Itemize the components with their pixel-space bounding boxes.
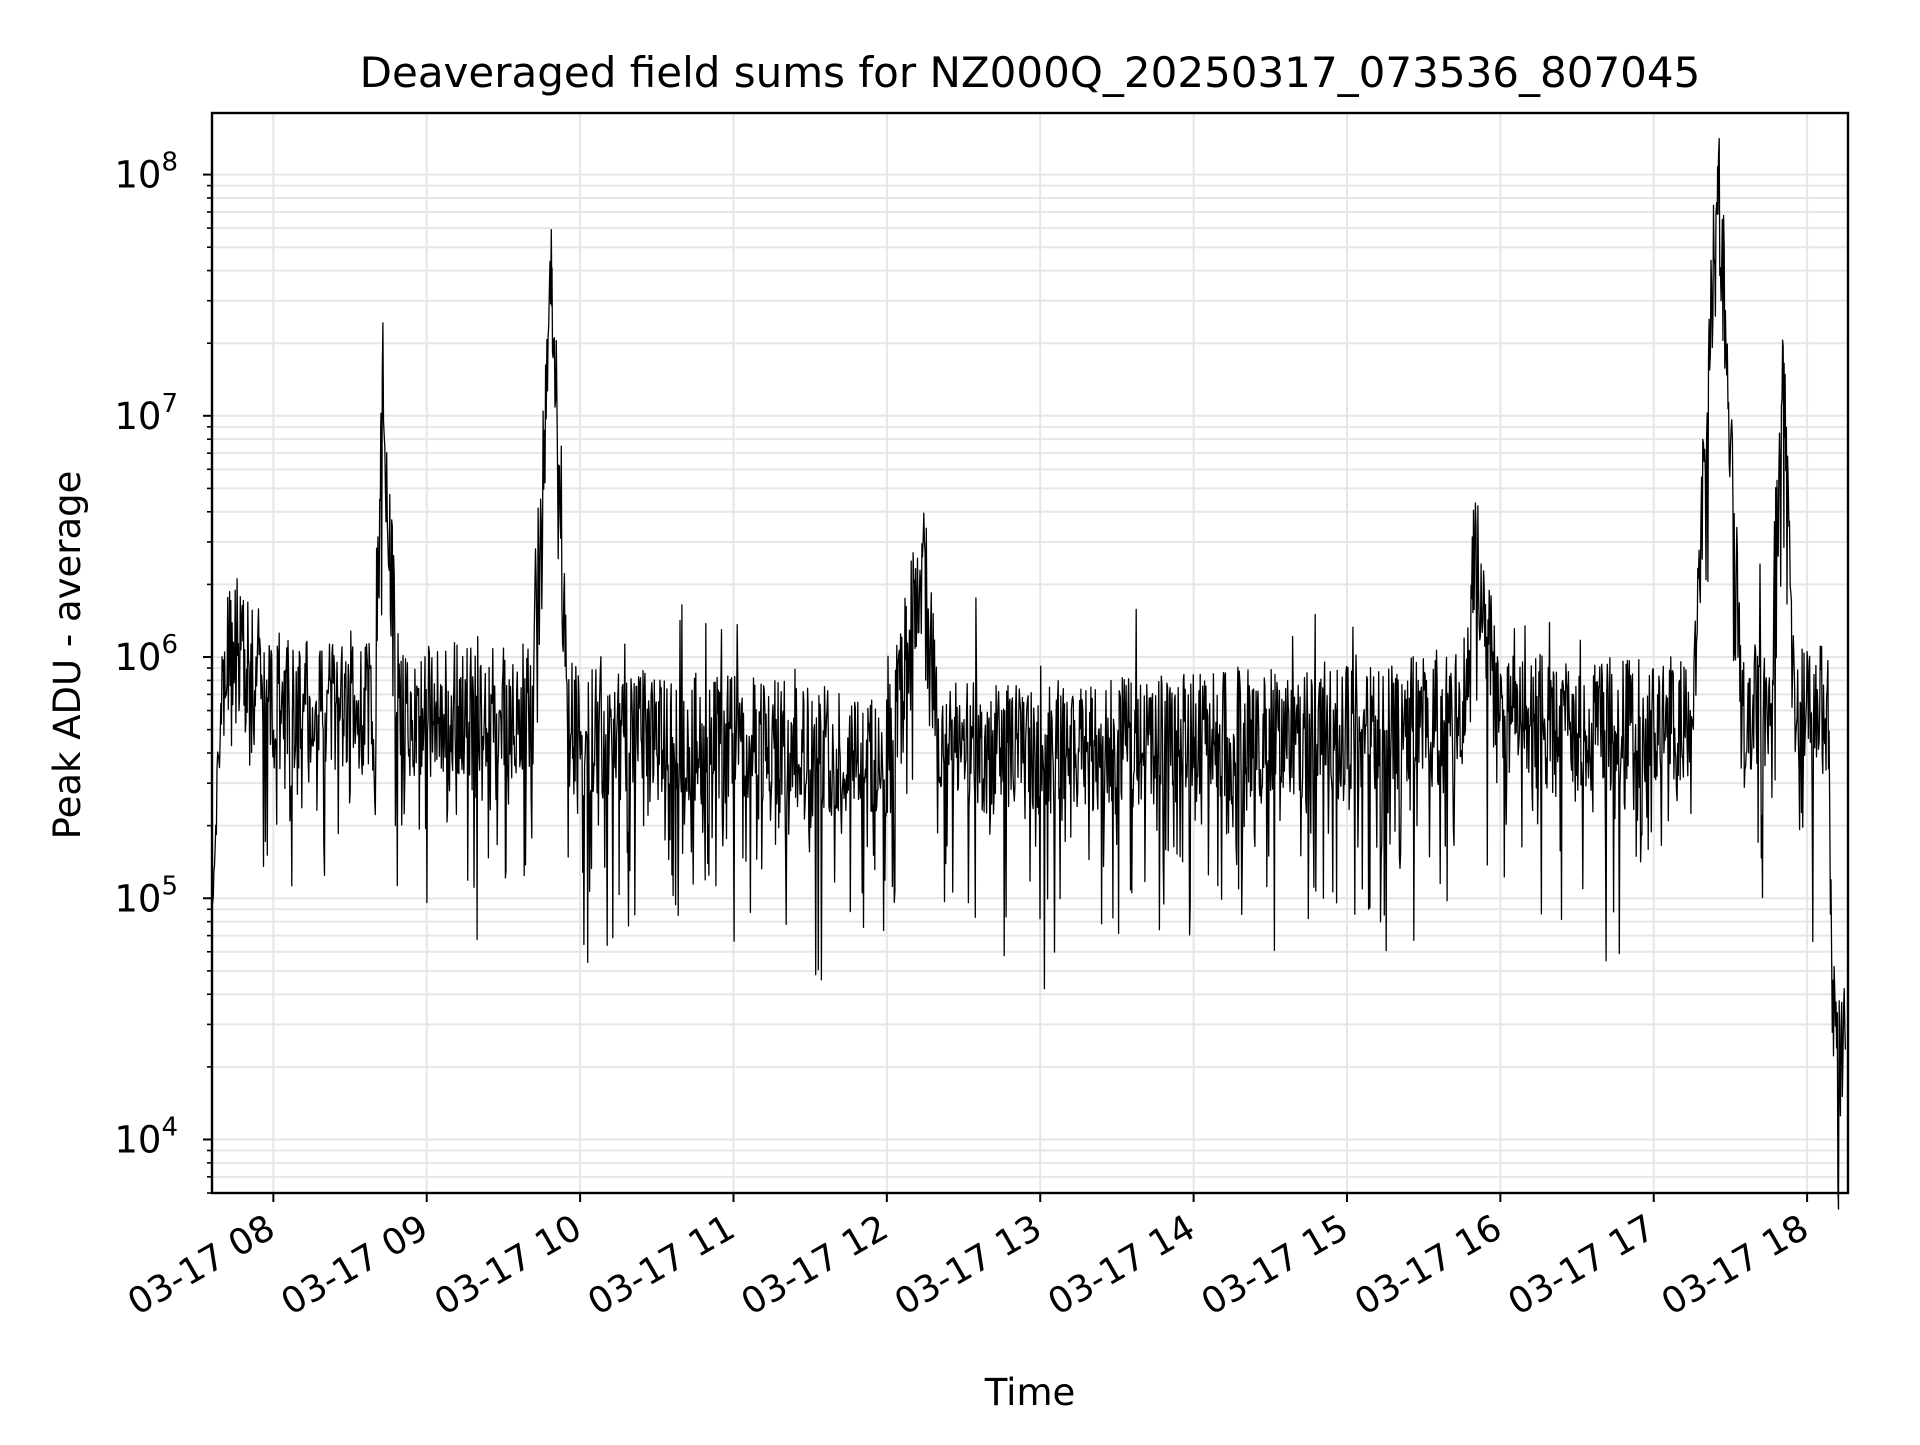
y-tick-label: 104 — [114, 1112, 178, 1161]
major-gridlines — [212, 113, 1848, 1193]
y-tick-label: 107 — [114, 389, 178, 438]
y-tick-base: 10 — [114, 636, 161, 679]
y-tick-exponent: 5 — [161, 871, 178, 901]
y-tick-exponent: 6 — [161, 630, 178, 660]
y-tick-label: 106 — [114, 630, 178, 679]
data-series-line — [211, 138, 1847, 1210]
chart-title: Deaveraged field sums for NZ000Q_2025031… — [360, 48, 1701, 97]
y-tick-base: 10 — [114, 154, 161, 197]
x-axis-label: Time — [984, 1371, 1076, 1414]
y-tick-base: 10 — [114, 1118, 161, 1161]
minor-gridlines — [212, 184, 1848, 1194]
y-tick-base: 10 — [114, 877, 161, 920]
y-tick-label: 105 — [114, 871, 178, 920]
y-tick-exponent: 7 — [161, 389, 178, 419]
y-axis-label: Peak ADU - average — [46, 471, 89, 840]
y-tick-exponent: 4 — [161, 1112, 178, 1142]
plot-frame — [210, 111, 1850, 1195]
y-tick-exponent: 8 — [161, 148, 178, 178]
y-tick-label: 108 — [114, 148, 178, 197]
y-tick-base: 10 — [114, 395, 161, 438]
series-layer — [211, 138, 1847, 1210]
